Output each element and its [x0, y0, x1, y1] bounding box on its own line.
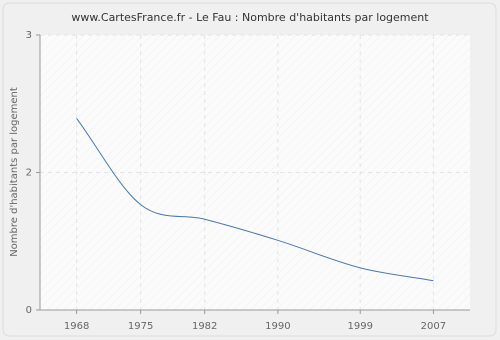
line [76, 118, 434, 282]
y-axis-label: Nombre d'habitants par logement [9, 87, 20, 257]
plot-area [40, 35, 470, 310]
y-tick-label: 2 [26, 168, 32, 179]
x-tick-label: 1975 [128, 321, 153, 332]
x-tick-label: 1990 [265, 321, 290, 332]
x-tick-label: 1999 [347, 321, 372, 332]
x-tick-label: 1968 [64, 321, 89, 332]
chart-title: www.CartesFrance.fr - Le Fau : Nombre d'… [71, 11, 429, 24]
x-tick-label: 2007 [421, 321, 446, 332]
x-tick-label: 1982 [192, 321, 217, 332]
y-tick-label: 0 [26, 305, 32, 316]
y-tick-label: 3 [26, 30, 32, 41]
